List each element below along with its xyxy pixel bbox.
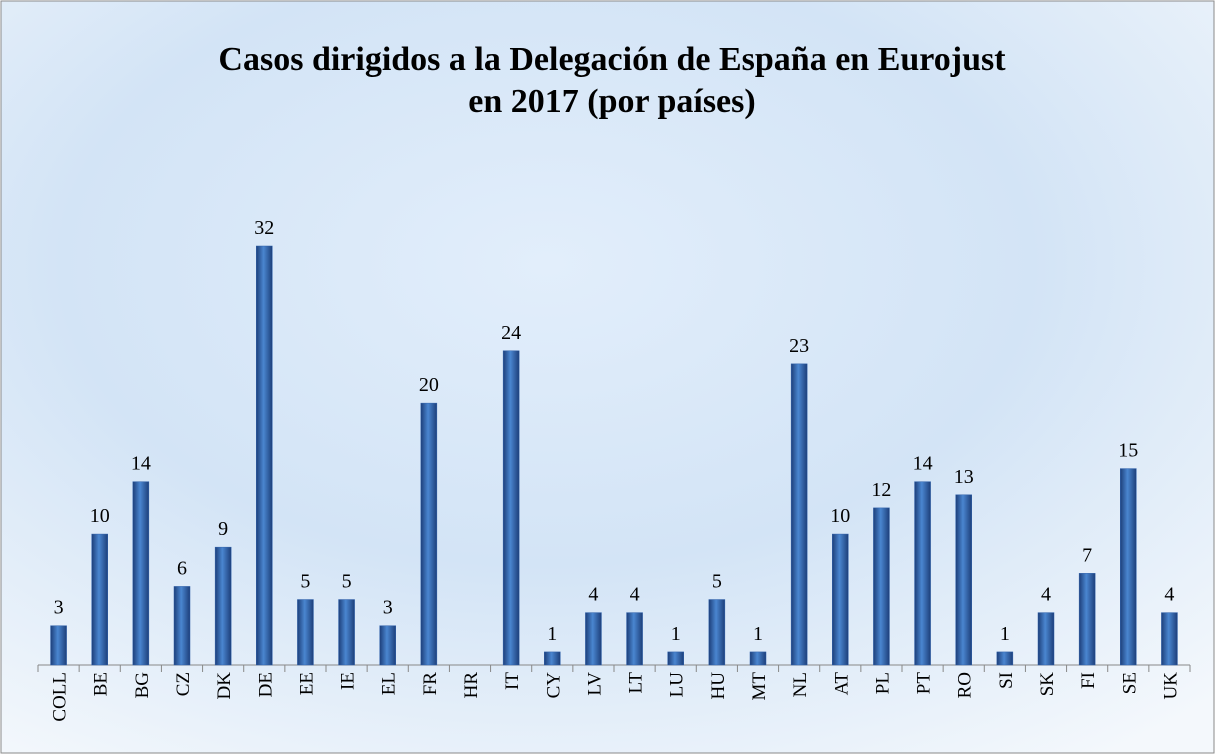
bar: [420, 402, 438, 666]
x-tick-label: SK: [1037, 672, 1058, 697]
bar: [667, 651, 684, 666]
value-label: 5: [712, 571, 722, 593]
x-tick-label: EL: [379, 672, 400, 695]
bar: [996, 651, 1014, 666]
bar: [1078, 573, 1096, 666]
bar: [132, 481, 150, 666]
bar: [790, 363, 808, 666]
bar: [1161, 612, 1178, 666]
bar: [626, 612, 643, 666]
x-tick-label: LU: [667, 672, 688, 698]
x-tick-label: IT: [502, 672, 523, 690]
x-tick-label: HU: [708, 672, 729, 700]
value-label: 6: [177, 557, 187, 579]
bar: [214, 546, 232, 666]
value-label: 4: [630, 584, 640, 606]
value-label: 15: [1118, 440, 1138, 462]
bar: [50, 625, 67, 666]
x-tick-label: PL: [872, 672, 893, 694]
bar: [955, 494, 972, 666]
bar: [297, 599, 314, 666]
value-label: 1: [671, 623, 681, 645]
bar: [708, 599, 726, 666]
value-label: 24: [501, 322, 521, 344]
x-tick-label: DE: [255, 672, 276, 697]
x-tick-label: LV: [584, 672, 605, 696]
x-tick-label: IE: [338, 672, 359, 690]
bar: [502, 350, 520, 666]
value-label: 1: [753, 623, 763, 645]
bar: [585, 612, 602, 666]
bar: [749, 651, 767, 666]
value-label: 10: [830, 505, 850, 527]
value-label: 12: [871, 479, 891, 501]
value-label: 20: [419, 374, 439, 396]
x-tick-label: FR: [420, 672, 441, 696]
x-tick-label: LT: [626, 672, 647, 694]
bar: [914, 481, 931, 666]
chart-title: en 2017 (por países): [468, 83, 755, 120]
x-tick-label: DK: [214, 672, 235, 700]
x-tick-label: AT: [831, 672, 852, 696]
x-tick-label: BG: [132, 672, 153, 699]
value-label: 4: [588, 584, 598, 606]
bar: [832, 533, 849, 666]
bar: [338, 599, 355, 666]
value-label: 1: [1000, 623, 1010, 645]
bar: [1120, 468, 1137, 666]
bar: [173, 586, 191, 666]
value-label: 32: [254, 217, 274, 239]
x-tick-label: COLL: [50, 672, 71, 722]
x-tick-label: EE: [296, 672, 317, 695]
value-label: 5: [300, 571, 310, 593]
value-label: 13: [954, 466, 974, 488]
x-tick-label: RO: [955, 672, 976, 698]
bar: [1037, 612, 1055, 666]
value-label: 9: [218, 518, 228, 540]
x-tick-label: MT: [749, 672, 770, 701]
value-label: 1: [547, 623, 557, 645]
value-label: 14: [131, 453, 151, 475]
value-label: 3: [54, 597, 64, 619]
bar: [873, 507, 890, 666]
x-tick-label: CZ: [173, 672, 194, 696]
value-label: 7: [1082, 544, 1092, 566]
x-tick-label: SE: [1119, 672, 1140, 694]
value-label: 14: [913, 453, 933, 475]
bar: [256, 245, 273, 666]
x-tick-label: PT: [914, 672, 935, 695]
bar: [379, 625, 396, 666]
x-tick-label: CY: [543, 672, 564, 699]
x-tick-label: SI: [996, 672, 1017, 689]
chart-title: Casos dirigidos a la Delegación de Españ…: [218, 41, 1006, 78]
value-label: 10: [90, 505, 110, 527]
value-label: 3: [383, 597, 393, 619]
x-tick-label: NL: [790, 672, 811, 697]
x-tick-label: FI: [1078, 672, 1099, 689]
x-tick-label: UK: [1160, 672, 1181, 700]
bar: [544, 651, 561, 666]
bar: [91, 533, 108, 666]
x-tick-label: BE: [91, 672, 112, 696]
value-label: 4: [1041, 584, 1051, 606]
value-label: 4: [1164, 584, 1174, 606]
x-tick-label: HR: [461, 672, 482, 699]
value-label: 23: [789, 335, 809, 357]
value-label: 5: [342, 571, 352, 593]
